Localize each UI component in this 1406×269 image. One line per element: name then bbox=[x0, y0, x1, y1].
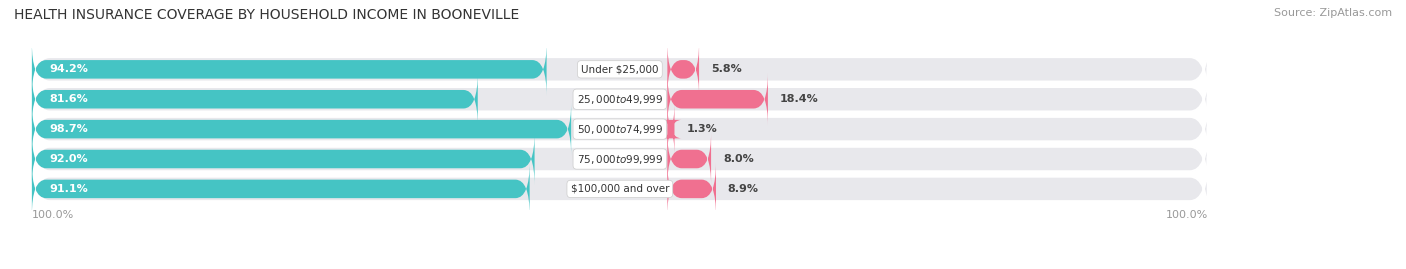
FancyBboxPatch shape bbox=[668, 162, 716, 215]
FancyBboxPatch shape bbox=[32, 97, 1208, 162]
Text: $75,000 to $99,999: $75,000 to $99,999 bbox=[576, 153, 664, 165]
Text: 100.0%: 100.0% bbox=[1166, 210, 1208, 220]
Text: 91.1%: 91.1% bbox=[49, 184, 89, 194]
FancyBboxPatch shape bbox=[32, 162, 530, 215]
Text: 18.4%: 18.4% bbox=[780, 94, 818, 104]
Text: $25,000 to $49,999: $25,000 to $49,999 bbox=[576, 93, 664, 106]
FancyBboxPatch shape bbox=[32, 102, 571, 156]
Text: $100,000 and over: $100,000 and over bbox=[571, 184, 669, 194]
Text: 81.6%: 81.6% bbox=[49, 94, 89, 104]
FancyBboxPatch shape bbox=[661, 102, 682, 156]
Text: $50,000 to $74,999: $50,000 to $74,999 bbox=[576, 123, 664, 136]
Text: 98.7%: 98.7% bbox=[49, 124, 89, 134]
FancyBboxPatch shape bbox=[32, 43, 547, 96]
FancyBboxPatch shape bbox=[32, 73, 478, 126]
Text: 1.3%: 1.3% bbox=[686, 124, 717, 134]
Text: Under $25,000: Under $25,000 bbox=[581, 64, 658, 74]
Text: 94.2%: 94.2% bbox=[49, 64, 89, 74]
FancyBboxPatch shape bbox=[668, 132, 711, 186]
Text: 92.0%: 92.0% bbox=[49, 154, 89, 164]
Text: 8.0%: 8.0% bbox=[723, 154, 754, 164]
FancyBboxPatch shape bbox=[32, 126, 1208, 192]
FancyBboxPatch shape bbox=[668, 73, 768, 126]
Text: 8.9%: 8.9% bbox=[728, 184, 759, 194]
Text: 100.0%: 100.0% bbox=[32, 210, 75, 220]
FancyBboxPatch shape bbox=[32, 132, 534, 186]
FancyBboxPatch shape bbox=[32, 37, 1208, 102]
FancyBboxPatch shape bbox=[32, 156, 1208, 221]
FancyBboxPatch shape bbox=[668, 43, 699, 96]
Text: Source: ZipAtlas.com: Source: ZipAtlas.com bbox=[1274, 8, 1392, 18]
Text: HEALTH INSURANCE COVERAGE BY HOUSEHOLD INCOME IN BOONEVILLE: HEALTH INSURANCE COVERAGE BY HOUSEHOLD I… bbox=[14, 8, 519, 22]
Text: 5.8%: 5.8% bbox=[711, 64, 742, 74]
FancyBboxPatch shape bbox=[32, 67, 1208, 132]
